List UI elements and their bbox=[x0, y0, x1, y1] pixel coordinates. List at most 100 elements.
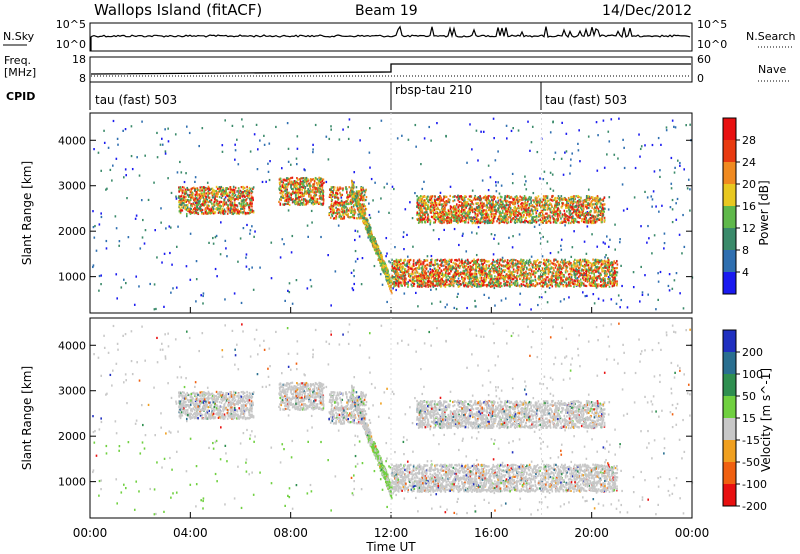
power-cell bbox=[307, 178, 309, 181]
power-cell bbox=[504, 269, 507, 272]
power-cell bbox=[348, 194, 351, 197]
power-cell bbox=[512, 261, 514, 264]
power-cell bbox=[364, 205, 367, 208]
power-cell bbox=[356, 257, 359, 261]
power-cell bbox=[357, 208, 359, 212]
power-cell bbox=[314, 194, 316, 197]
power-cell bbox=[193, 208, 195, 211]
power-cell bbox=[284, 202, 287, 206]
power-cell bbox=[554, 266, 557, 269]
power-cell bbox=[501, 259, 503, 262]
power-cell bbox=[576, 204, 578, 207]
power-cell bbox=[195, 201, 198, 204]
power-cell bbox=[577, 259, 580, 262]
power-cell bbox=[265, 180, 267, 183]
power-cell bbox=[587, 135, 590, 138]
power-cell bbox=[583, 263, 586, 266]
power-cell bbox=[292, 200, 295, 203]
power-cell bbox=[605, 266, 607, 269]
power-cell bbox=[208, 200, 211, 203]
power-cell bbox=[342, 187, 344, 190]
power-cell bbox=[197, 211, 199, 215]
power-cell bbox=[563, 264, 565, 267]
power-cell bbox=[477, 279, 480, 282]
power-cell bbox=[191, 195, 194, 198]
power-cell bbox=[472, 272, 474, 275]
power-cell bbox=[178, 195, 180, 198]
power-cell bbox=[623, 146, 625, 149]
power-cell bbox=[428, 264, 431, 267]
power-cell bbox=[240, 206, 243, 209]
power-cell bbox=[220, 189, 222, 192]
power-cell bbox=[236, 138, 238, 141]
power-cell bbox=[399, 259, 401, 262]
power-cell bbox=[449, 185, 452, 188]
power-cell bbox=[321, 188, 323, 191]
power-cell bbox=[493, 278, 496, 281]
power-cell bbox=[471, 273, 473, 276]
power-cell bbox=[485, 268, 487, 271]
power-cell bbox=[345, 200, 347, 203]
power-cell bbox=[503, 270, 506, 274]
power-cell bbox=[584, 272, 586, 276]
power-cell bbox=[188, 211, 191, 214]
power-cell bbox=[418, 283, 421, 286]
power-cell bbox=[487, 164, 490, 167]
power-cell bbox=[604, 274, 606, 278]
power-cell bbox=[252, 288, 255, 291]
power-cell bbox=[449, 282, 452, 285]
power-cell bbox=[603, 262, 605, 265]
power-cell bbox=[500, 207, 503, 210]
power-cell bbox=[331, 186, 334, 189]
power-cell bbox=[616, 271, 619, 274]
power-cell bbox=[466, 258, 469, 261]
power-cell bbox=[336, 196, 339, 199]
power-cell bbox=[616, 280, 618, 283]
power-cell bbox=[657, 298, 659, 302]
power-cell bbox=[476, 283, 479, 286]
power-cell bbox=[614, 280, 617, 283]
power-cell bbox=[522, 207, 525, 210]
power-cell bbox=[596, 284, 599, 288]
power-cell bbox=[249, 201, 252, 204]
power-cell bbox=[451, 278, 454, 281]
power-cell bbox=[489, 268, 491, 271]
power-cell bbox=[336, 202, 339, 205]
power-cell bbox=[222, 209, 225, 213]
power-cell bbox=[541, 280, 543, 284]
power-cell bbox=[537, 282, 539, 285]
power-data-cells bbox=[91, 117, 694, 311]
power-cell bbox=[580, 210, 582, 213]
power-cell bbox=[347, 215, 349, 218]
power-cell bbox=[480, 282, 483, 285]
power-cell bbox=[430, 282, 432, 286]
power-cell bbox=[361, 191, 364, 194]
power-cell bbox=[216, 192, 219, 195]
power-cell bbox=[475, 272, 478, 276]
power-cell bbox=[549, 278, 551, 281]
power-cell bbox=[333, 188, 335, 191]
power-cell bbox=[608, 266, 611, 269]
power-cell bbox=[569, 279, 572, 282]
power-cell bbox=[269, 160, 271, 163]
power-cell bbox=[189, 212, 192, 215]
power-cell bbox=[497, 270, 500, 273]
power-cell bbox=[463, 261, 465, 265]
power-cell bbox=[187, 194, 190, 197]
power-cell bbox=[464, 276, 466, 279]
power-cell bbox=[97, 151, 100, 154]
power-cell bbox=[520, 258, 522, 261]
power-cell bbox=[180, 171, 183, 174]
power-cell bbox=[561, 201, 563, 205]
power-cell bbox=[461, 259, 463, 263]
power-cell bbox=[613, 278, 616, 281]
power-cell bbox=[466, 271, 469, 274]
power-cell bbox=[302, 197, 305, 201]
power-cell bbox=[225, 189, 227, 192]
power-cell bbox=[377, 210, 380, 213]
power-cell bbox=[641, 293, 644, 297]
power-cell bbox=[178, 197, 181, 200]
power-cell bbox=[613, 153, 616, 156]
power-cell bbox=[500, 259, 502, 262]
